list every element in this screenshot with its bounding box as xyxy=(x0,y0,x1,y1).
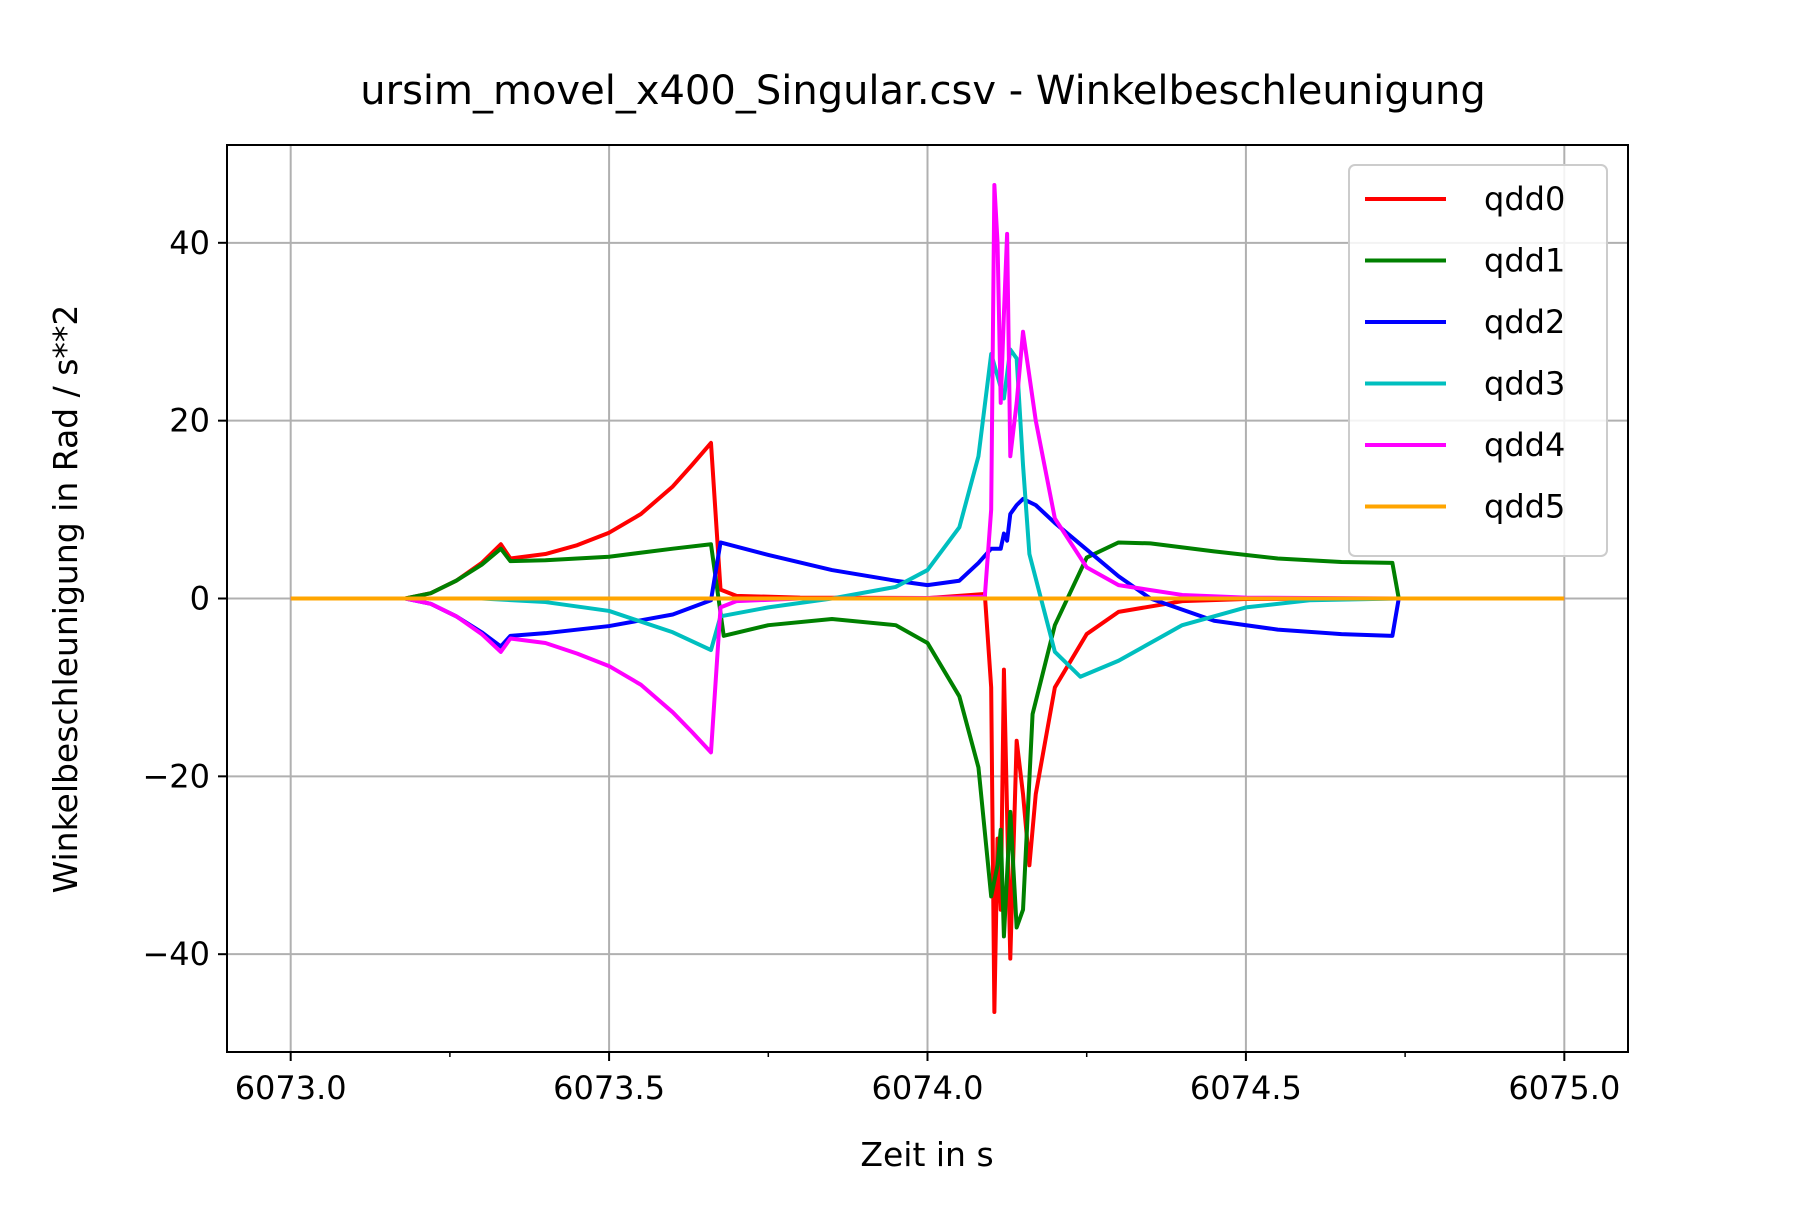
x-tick-label: 6075.0 xyxy=(1508,1069,1620,1107)
x-tick-label: 6073.0 xyxy=(235,1069,347,1107)
ticks: 6073.0 6073.5 6074.0 6074.5 6075.0 −40 −20 0 20 4… xyxy=(142,224,1620,1107)
y-tick-label: −20 xyxy=(142,757,210,795)
legend-label-qdd5: qdd5 xyxy=(1484,488,1565,526)
series-layer xyxy=(290,183,1565,1014)
x-axis-label: Zeit in s xyxy=(860,1135,993,1174)
legend-label-qdd1: qdd1 xyxy=(1484,242,1565,280)
x-tick-label: 6074.0 xyxy=(872,1069,984,1107)
y-tick-label: −40 xyxy=(142,935,210,973)
x-tick-label: 6073.5 xyxy=(553,1069,665,1107)
y-axis-label: Winkelbeschleunigung in Rad / s**2 xyxy=(46,305,85,894)
y-tick-label: 40 xyxy=(169,224,210,262)
legend-label-qdd3: qdd3 xyxy=(1484,365,1565,403)
legend: qdd0 qdd1 qdd2 qdd3 qdd4 qdd5 xyxy=(1348,164,1608,557)
x-tick-label: 6074.5 xyxy=(1190,1069,1302,1107)
y-tick-label: 20 xyxy=(169,402,210,440)
series-line-qdd1 xyxy=(290,540,1565,939)
legend-label-qdd4: qdd4 xyxy=(1484,426,1565,464)
legend-label-qdd0: qdd0 xyxy=(1484,180,1565,218)
y-tick-label: 0 xyxy=(190,580,210,618)
legend-label-qdd2: qdd2 xyxy=(1484,303,1565,341)
chart-title: ursim_movel_x400_Singular.csv - Winkelbe… xyxy=(360,68,1485,114)
legend-box xyxy=(1348,164,1608,557)
